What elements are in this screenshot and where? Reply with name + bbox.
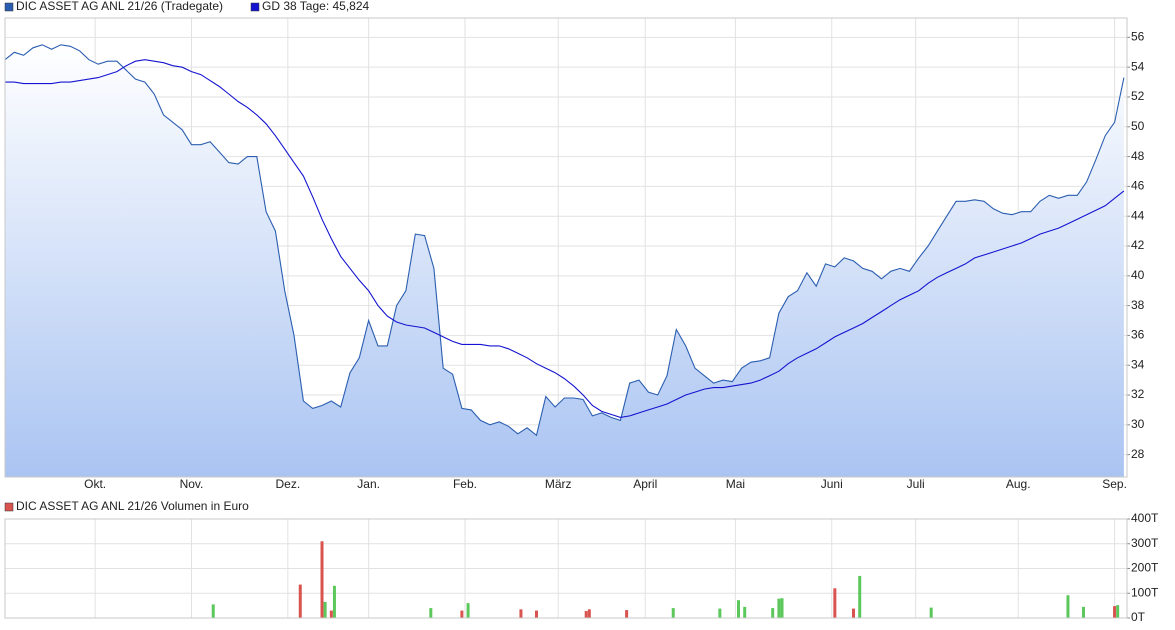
plot-frame — [4, 17, 1128, 478]
y-tick-label: 30 — [1131, 417, 1145, 431]
legend-swatch — [4, 502, 14, 512]
y-tick-label: 40 — [1131, 268, 1145, 282]
volume-bar — [519, 609, 523, 618]
y-tick-label: 52 — [1131, 89, 1145, 103]
volume-bar — [743, 606, 747, 618]
y-tick-label: 200T — [1131, 561, 1159, 575]
volume-bar — [625, 610, 629, 618]
x-tick-label: Feb. — [453, 477, 477, 491]
y-tick-label: 38 — [1131, 298, 1145, 312]
y-tick-label: 44 — [1131, 208, 1145, 222]
y-tick-label: 54 — [1131, 59, 1145, 73]
volume-bar — [460, 610, 464, 618]
y-tick-label: 100T — [1131, 585, 1159, 599]
legend-label: GD 38 Tage: 45,824 — [262, 0, 370, 13]
legend-swatch — [250, 2, 260, 12]
y-tick-label: 56 — [1131, 30, 1145, 44]
volume-bar — [1116, 605, 1120, 618]
plot-frame — [4, 518, 1128, 619]
legend-swatch — [4, 2, 14, 12]
volume-bar — [929, 607, 933, 618]
y-tick-label: 300T — [1131, 536, 1159, 550]
y-tick-label: 36 — [1131, 328, 1145, 342]
x-tick-label: Juli — [907, 477, 925, 491]
volume-bar — [1066, 595, 1070, 618]
volume-bar — [534, 610, 538, 618]
price-area — [5, 44, 1124, 478]
volume-bar — [323, 601, 327, 618]
volume-bar — [332, 585, 336, 618]
volume-bar — [1113, 606, 1117, 618]
volume-bar — [320, 541, 324, 618]
volume-bar — [671, 608, 675, 618]
y-tick-label: 46 — [1131, 179, 1145, 193]
volume-bar — [584, 611, 588, 618]
series-line — [5, 59, 1125, 418]
x-tick-label: Dez. — [275, 477, 300, 491]
y-tick-label: 50 — [1131, 119, 1145, 133]
x-tick-label: Juni — [821, 477, 843, 491]
x-tick-label: Aug. — [1006, 477, 1031, 491]
volume-bar — [329, 610, 333, 618]
x-tick-label: Nov. — [180, 477, 204, 491]
y-tick-label: 48 — [1131, 149, 1145, 163]
y-tick-label: 42 — [1131, 238, 1145, 252]
volume-bar — [833, 588, 837, 618]
volume-bar — [587, 609, 591, 618]
volume-bar — [298, 584, 302, 618]
y-tick-label: 32 — [1131, 387, 1145, 401]
legend-label: DIC ASSET AG ANL 21/26 Volumen in Euro — [16, 499, 249, 513]
volume-bar — [736, 600, 740, 618]
y-tick-label: 0T — [1131, 610, 1146, 624]
volume-bar — [780, 598, 784, 618]
volume-bar — [858, 575, 862, 618]
y-tick-label: 400T — [1131, 511, 1159, 525]
volume-bar — [1081, 606, 1085, 618]
x-tick-label: März — [545, 477, 572, 491]
volume-bar — [851, 608, 855, 618]
volume-bar — [771, 608, 775, 618]
volume-bar — [211, 604, 215, 618]
x-tick-label: April — [633, 477, 657, 491]
volume-bar — [466, 603, 470, 618]
x-tick-label: Sep. — [1102, 477, 1127, 491]
volume-bar — [429, 608, 433, 618]
x-tick-label: Jan. — [357, 477, 380, 491]
y-tick-label: 34 — [1131, 357, 1145, 371]
volume-bar — [777, 598, 781, 618]
legend-label: DIC ASSET AG ANL 21/26 (Tradegate) — [16, 0, 223, 13]
volume-bar — [718, 608, 722, 618]
x-tick-label: Mai — [726, 477, 745, 491]
series-line — [4, 44, 1125, 437]
y-tick-label: 28 — [1131, 447, 1145, 461]
x-tick-label: Okt. — [84, 477, 106, 491]
